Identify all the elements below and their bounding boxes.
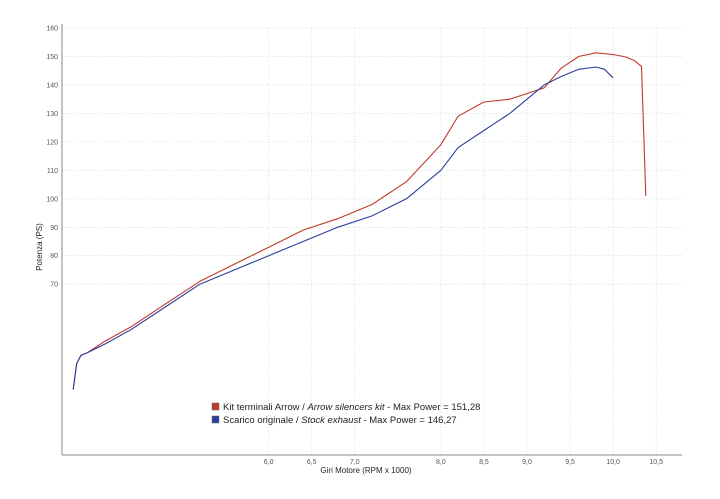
legend: Kit terminali Arrow / Arrow silencers ki… [211, 402, 480, 426]
y-tick-label: 80 [50, 253, 58, 260]
x-tick-label: 6,0 [264, 459, 274, 466]
y-tick-label: 160 [46, 26, 58, 33]
y-tick-label: 70 [50, 282, 58, 289]
x-tick-label: 10,5 [649, 459, 663, 466]
y-tick-label: 90 [50, 225, 58, 232]
x-tick-label: 9,0 [522, 459, 532, 466]
legend-entry-0: Kit terminali Arrow / Arrow silencers ki… [223, 402, 480, 413]
x-tick-label: 10,0 [606, 459, 620, 466]
x-tick-label: 8,0 [436, 459, 446, 466]
x-tick-label: 8,5 [479, 459, 489, 466]
y-tick-label: 140 [46, 82, 58, 89]
y-tick-label: 130 [46, 111, 58, 118]
series-lines [72, 52, 647, 390]
y-tick-label: 110 [47, 168, 58, 175]
x-axis-title: Giri Motore (RPM x 1000) [320, 466, 411, 475]
legend-swatch-1 [211, 415, 220, 424]
y-tick-label: 150 [46, 54, 58, 61]
series-line-1 [72, 66, 614, 390]
x-tick-label: 7,0 [350, 459, 360, 466]
y-tick-labels: 70 80 90 100 110 120 130 140 150 160 [46, 26, 58, 289]
x-tick-label: 9,5 [565, 459, 575, 466]
x-tick-labels: 6,0 6,5 7,0 8,0 8,5 9,0 9,5 10,0 10,5 [264, 459, 663, 466]
series-line-0 [72, 52, 647, 390]
y-tick-label: 100 [46, 196, 58, 203]
y-axis-title: Potenza (PS) [35, 223, 44, 271]
legend-entry-1: Scarico originale / Stock exhaust - Max … [223, 415, 457, 426]
axes [61, 24, 682, 456]
grid-lines [62, 27, 682, 455]
y-tick-label: 120 [46, 139, 58, 146]
x-tick-label: 6,5 [307, 459, 317, 466]
legend-swatch-0 [211, 402, 220, 411]
